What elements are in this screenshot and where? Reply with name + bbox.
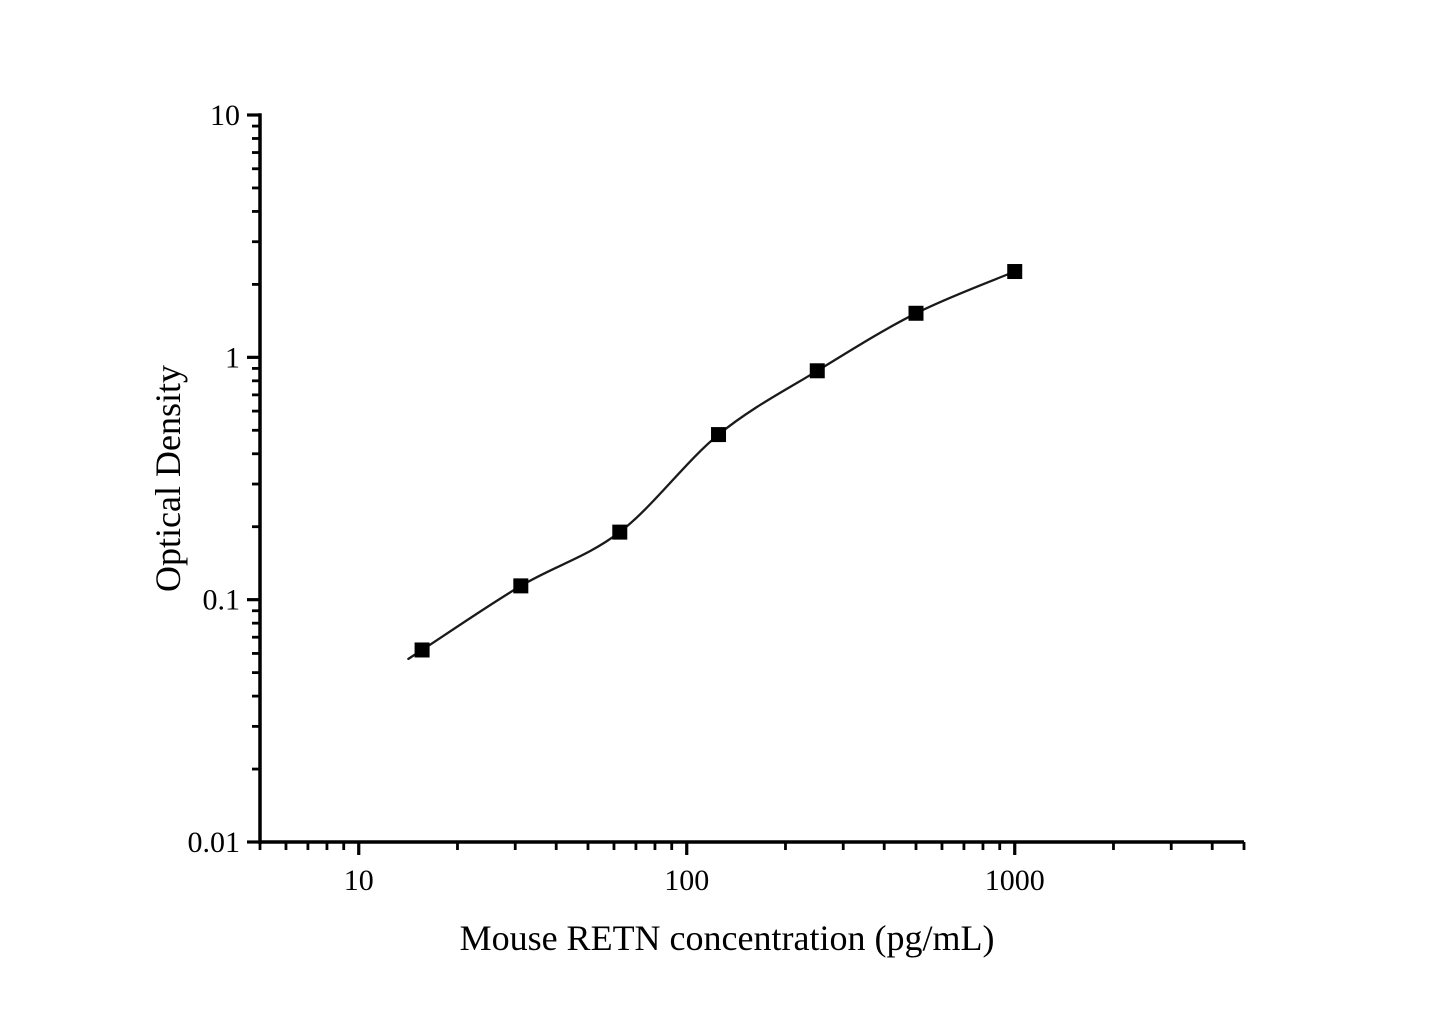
data-point-marker — [809, 363, 825, 379]
y-tick-label: 1 — [225, 341, 240, 374]
data-point-marker — [1007, 264, 1023, 280]
data-point-marker — [414, 642, 430, 658]
data-point-marker — [711, 427, 727, 443]
x-axis-title: Mouse RETN concentration (pg/mL) — [460, 918, 995, 958]
x-tick-label: 10 — [344, 864, 374, 897]
y-tick-label: 0.01 — [188, 826, 241, 859]
y-tick-label: 10 — [210, 99, 240, 132]
y-axis-title: Optical Density — [148, 365, 188, 592]
x-tick-label: 1000 — [985, 864, 1045, 897]
y-tick-label: 0.1 — [203, 584, 241, 617]
x-tick-label: 100 — [664, 864, 709, 897]
data-point-marker — [612, 524, 628, 540]
data-point-marker — [513, 578, 529, 594]
data-point-marker — [908, 305, 924, 321]
